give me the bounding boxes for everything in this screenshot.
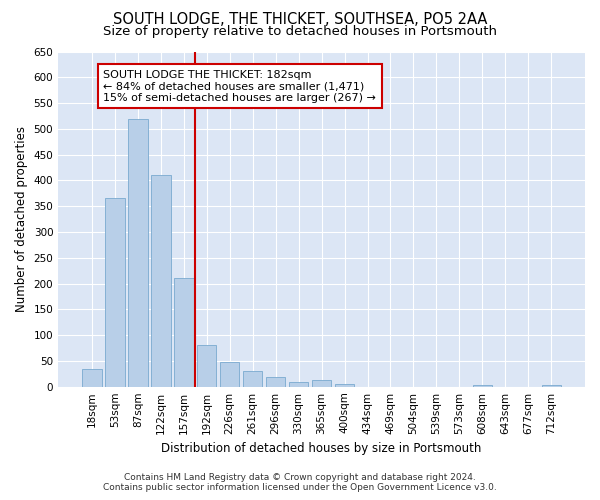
Bar — [289, 382, 308, 386]
Text: Size of property relative to detached houses in Portsmouth: Size of property relative to detached ho… — [103, 25, 497, 38]
Bar — [335, 384, 355, 386]
Bar — [243, 371, 262, 386]
Text: SOUTH LODGE, THE THICKET, SOUTHSEA, PO5 2AA: SOUTH LODGE, THE THICKET, SOUTHSEA, PO5 … — [113, 12, 487, 28]
X-axis label: Distribution of detached houses by size in Portsmouth: Distribution of detached houses by size … — [161, 442, 482, 455]
Bar — [197, 346, 217, 387]
Bar — [82, 368, 101, 386]
Bar — [128, 118, 148, 386]
Bar — [473, 385, 492, 386]
Y-axis label: Number of detached properties: Number of detached properties — [15, 126, 28, 312]
Bar — [542, 385, 561, 386]
Bar — [312, 380, 331, 386]
Bar — [266, 378, 286, 386]
Bar — [174, 278, 194, 386]
Bar — [151, 176, 170, 386]
Bar — [105, 198, 125, 386]
Bar — [220, 362, 239, 386]
Text: SOUTH LODGE THE THICKET: 182sqm
← 84% of detached houses are smaller (1,471)
15%: SOUTH LODGE THE THICKET: 182sqm ← 84% of… — [103, 70, 376, 102]
Text: Contains HM Land Registry data © Crown copyright and database right 2024.
Contai: Contains HM Land Registry data © Crown c… — [103, 473, 497, 492]
